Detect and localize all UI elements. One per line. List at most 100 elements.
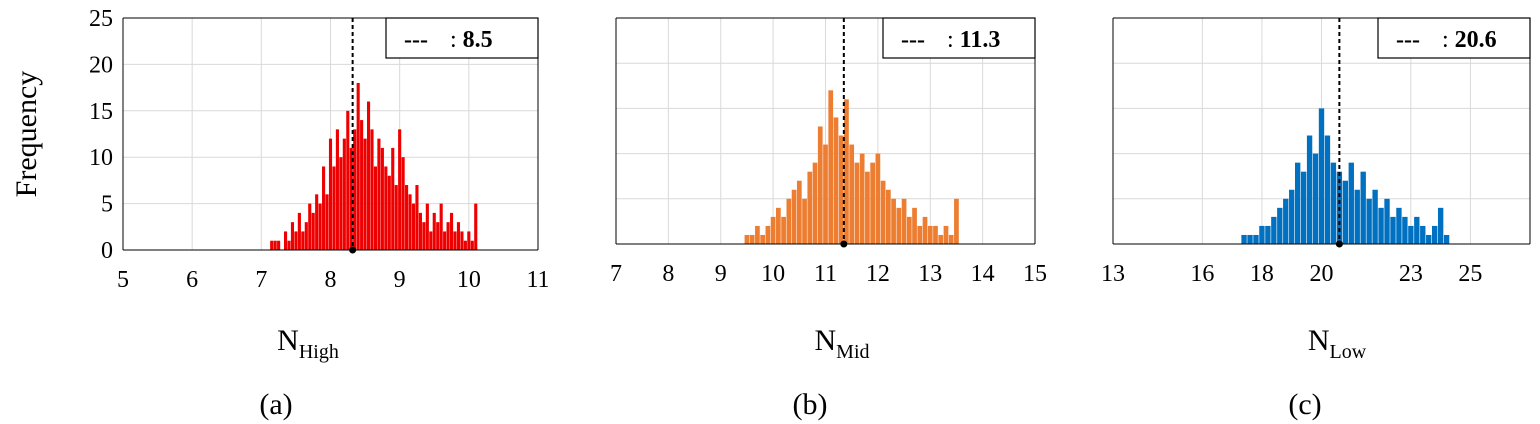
histogram-bar xyxy=(1437,207,1444,244)
histogram-bar xyxy=(297,212,301,250)
histogram-bar xyxy=(901,198,907,244)
histogram-bar xyxy=(844,99,849,244)
histogram-bar xyxy=(1402,216,1408,244)
x-tick-label: 9 xyxy=(394,267,406,293)
x-tick-label: 5 xyxy=(117,267,129,293)
histogram-bar xyxy=(353,129,357,250)
histogram-panel-b: 7 8 9 10 11 12 13 14 15 NMid (b) ---:11.3 xyxy=(610,17,1047,421)
mean-marker xyxy=(349,246,357,254)
histogram-bar xyxy=(812,162,818,244)
y-tick-label: 20 xyxy=(89,52,113,78)
histogram-bar xyxy=(1306,135,1313,244)
histogram-bar xyxy=(954,198,959,244)
histogram-bar xyxy=(896,207,902,244)
x-axis-label-subscript: Low xyxy=(1330,341,1367,363)
histogram-bar xyxy=(342,138,346,250)
histogram-bar xyxy=(828,90,834,244)
histogram-bar xyxy=(373,166,378,250)
histogram-bar xyxy=(294,231,298,250)
x-tick-label: 7 xyxy=(255,267,267,293)
histogram-bar xyxy=(408,194,412,250)
histogram-bar xyxy=(411,203,416,250)
histogram-bar xyxy=(1342,180,1349,244)
histogram-bar xyxy=(270,240,274,250)
legend-entry: ---:20.6 xyxy=(1396,27,1497,53)
histogram-bar xyxy=(311,212,315,250)
histogram-bar xyxy=(802,198,807,244)
histogram-bar xyxy=(360,120,364,250)
histogram-bar xyxy=(1294,162,1301,244)
x-tick-label: 10 xyxy=(457,267,481,293)
legend-symbol: --- xyxy=(1396,27,1420,53)
histogram-bar xyxy=(1271,216,1277,244)
histogram-bar xyxy=(1312,153,1319,244)
histogram-bar xyxy=(1408,225,1414,244)
x-tick-label: 6 xyxy=(186,267,198,293)
histogram-bar xyxy=(356,82,360,251)
histogram-bar xyxy=(446,222,450,250)
histogram-bar xyxy=(948,234,954,244)
histogram-bar xyxy=(322,166,326,250)
histogram-bar xyxy=(401,157,405,250)
x-tick-label: 8 xyxy=(662,261,674,287)
histogram-bar xyxy=(849,144,855,244)
legend-separator: : xyxy=(1442,27,1449,53)
histogram-bar xyxy=(859,153,865,244)
histogram-bar xyxy=(781,216,786,244)
histogram-bar xyxy=(384,166,388,250)
panel-label: (c) xyxy=(1288,388,1321,421)
histogram-bar xyxy=(304,222,308,250)
histogram-bar xyxy=(328,138,333,250)
x-tick-label: 14 xyxy=(971,261,995,287)
histogram-bar xyxy=(377,138,381,250)
histogram-bar xyxy=(456,222,461,250)
histogram-bar xyxy=(1432,225,1438,244)
histogram-bar xyxy=(755,225,760,244)
histogram-bar xyxy=(1253,234,1259,244)
histogram-bar xyxy=(346,110,350,250)
legend-entry: ---:11.3 xyxy=(901,27,1000,53)
histogram-bar xyxy=(325,194,329,250)
histogram-bar xyxy=(1247,234,1253,244)
legend-box xyxy=(1377,17,1531,59)
histogram-bar xyxy=(1289,189,1295,244)
legend-value: 11.3 xyxy=(960,27,1001,53)
histogram-bar xyxy=(791,189,797,244)
histogram-bar xyxy=(1330,162,1337,244)
histogram-bar xyxy=(927,225,933,244)
histogram-bar xyxy=(786,198,792,244)
legend-separator: : xyxy=(947,27,954,53)
legend-symbol: --- xyxy=(901,27,925,53)
histogram-bar xyxy=(938,234,944,244)
histogram-bar xyxy=(833,117,839,244)
x-tick-label: 15 xyxy=(1023,261,1047,287)
x-tick-label: 8 xyxy=(325,267,337,293)
histogram-bar xyxy=(917,225,923,244)
legend-symbol: --- xyxy=(404,27,428,53)
histogram-bar xyxy=(776,207,781,244)
histogram-bar xyxy=(277,240,281,250)
histogram-bar xyxy=(380,147,384,250)
histogram-bar xyxy=(1300,171,1307,244)
x-axis-label-main: N xyxy=(814,324,836,357)
histogram-bar xyxy=(1396,207,1402,244)
histogram-bar xyxy=(363,138,367,250)
histogram-bar xyxy=(1378,207,1384,244)
histogram-bar xyxy=(1283,198,1289,244)
legend-value: 20.6 xyxy=(1455,27,1497,53)
histogram-bar xyxy=(429,231,433,250)
histogram-bar xyxy=(315,194,319,250)
histogram-bar xyxy=(283,231,288,250)
histogram-bar xyxy=(432,212,436,250)
histogram-bar xyxy=(470,240,474,250)
histogram-bar xyxy=(933,225,938,244)
histogram-bar xyxy=(1277,207,1283,244)
histogram-bar xyxy=(422,222,426,250)
x-axis-label-main: N xyxy=(1308,324,1330,357)
histogram-bar xyxy=(1426,234,1432,244)
histogram-bar xyxy=(398,129,402,250)
histogram-bar xyxy=(1360,171,1366,244)
legend-entry: ---:8.5 xyxy=(404,27,493,53)
panel-label: (b) xyxy=(793,388,828,421)
